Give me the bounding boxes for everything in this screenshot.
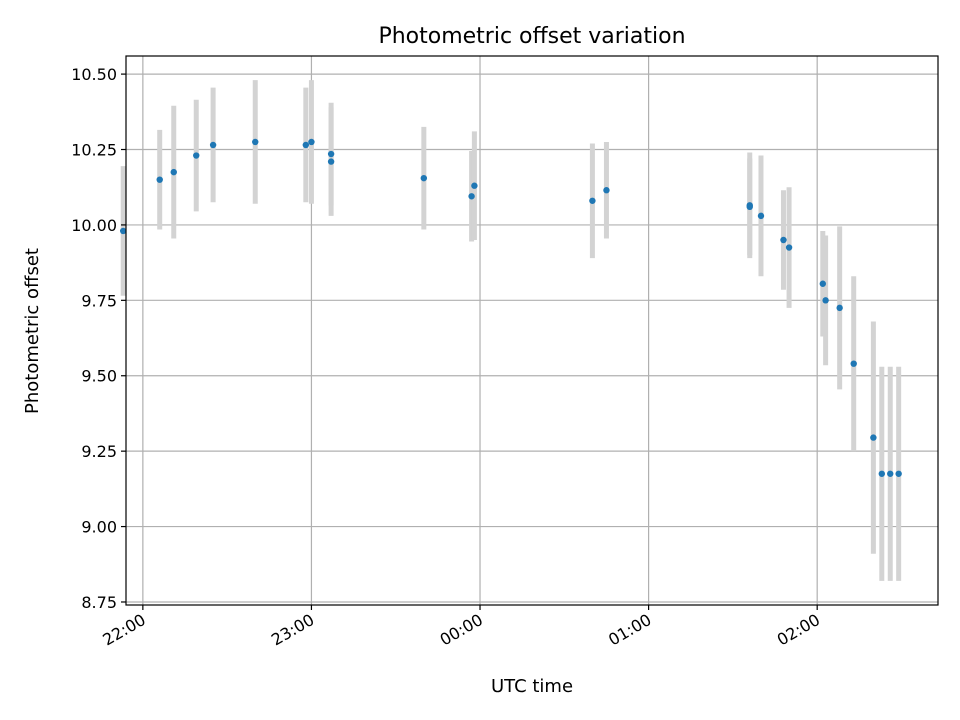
data-point (819, 280, 827, 287)
data-point (302, 141, 310, 149)
y-tick-label: 9.00 (81, 518, 117, 537)
data-point (170, 168, 177, 176)
data-point (471, 182, 478, 189)
data-markers (119, 138, 902, 477)
data-point (746, 203, 753, 211)
y-axis-label: Photometric offset (22, 248, 43, 414)
data-point (468, 193, 475, 200)
data-point (603, 187, 610, 194)
grid (126, 56, 938, 605)
y-tick-label: 10.50 (71, 65, 117, 84)
data-point (156, 176, 163, 183)
data-point (757, 212, 765, 220)
data-point (420, 174, 428, 182)
data-point (870, 434, 877, 441)
data-point (780, 236, 787, 244)
data-point (850, 360, 857, 367)
chart-title: Photometric offset variation (378, 24, 685, 49)
y-tick-label: 8.75 (81, 593, 117, 612)
y-tick-label: 9.75 (81, 291, 117, 310)
data-point (327, 158, 335, 165)
data-point (252, 138, 259, 146)
data-point (878, 470, 886, 477)
data-point (308, 138, 315, 146)
data-point (589, 197, 596, 204)
data-point (327, 150, 335, 158)
data-point (193, 152, 200, 159)
x-axis-label: UTC time (491, 676, 573, 697)
y-tick-label: 10.00 (71, 216, 117, 235)
data-point (822, 297, 829, 304)
y-tick-label: 9.50 (81, 367, 117, 386)
y-tick-label: 10.25 (71, 141, 117, 160)
data-point (119, 227, 127, 235)
data-point (887, 470, 894, 477)
data-point (785, 244, 793, 251)
data-point (209, 141, 217, 149)
data-point (836, 304, 843, 312)
y-tick-label: 9.25 (81, 442, 117, 461)
y-axis-ticks: 8.75 9.00 9.25 9.50 9.75 10.00 10.25 10.50 (71, 65, 126, 612)
plot-frame (125, 55, 939, 606)
data-point (895, 470, 902, 477)
